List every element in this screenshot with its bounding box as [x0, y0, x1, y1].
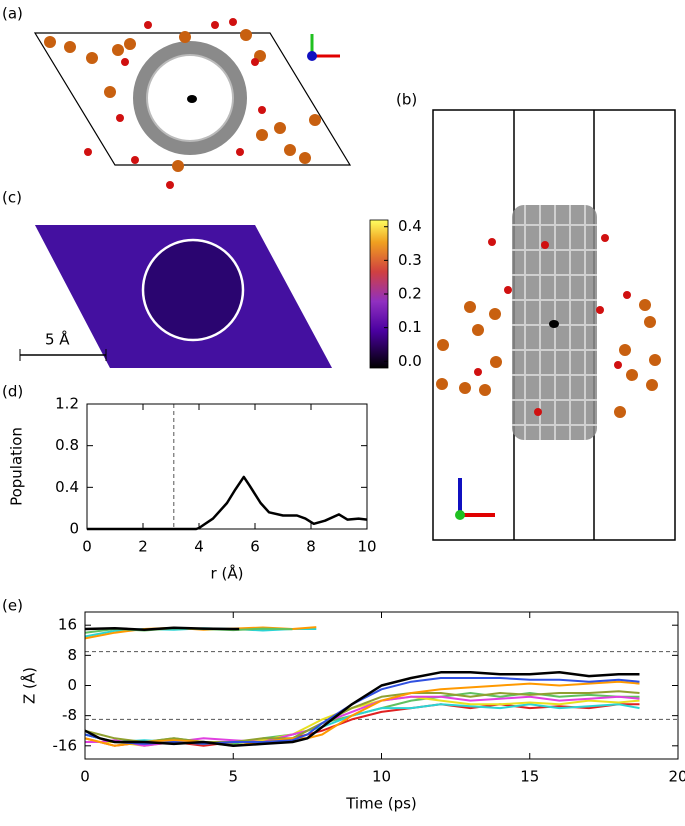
colorbar-tick-label: 0.0	[398, 352, 422, 370]
panel-label: (e)	[2, 597, 23, 615]
x-tick-label: 10	[372, 768, 391, 786]
y-tick-label: -8	[62, 706, 77, 724]
y-tick-label: 0	[67, 676, 77, 694]
panel-label: (a)	[2, 5, 23, 23]
data-line	[87, 475, 368, 531]
x-tick-label: 4	[194, 538, 204, 556]
x-axis-label: r (Å)	[211, 564, 244, 583]
y-tick-label: 1.2	[55, 395, 79, 413]
y-tick-label: 8	[67, 646, 77, 664]
x-tick-label: 10	[357, 538, 376, 556]
heatmap	[35, 225, 332, 368]
data-line	[84, 680, 640, 747]
data-line	[84, 671, 640, 748]
x-tick-label: 5	[228, 768, 238, 786]
plot-frame	[84, 611, 679, 760]
plot-frame	[86, 403, 368, 530]
molecule-side-view	[432, 109, 676, 541]
data-line	[84, 626, 240, 631]
y-tick-label: 0.4	[55, 478, 79, 496]
x-axis-label: Time (ps)	[345, 795, 417, 813]
y-axis-label: Z (Å)	[20, 667, 39, 704]
y-tick-label: 0.8	[55, 436, 79, 454]
y-tick-label: -16	[53, 736, 78, 754]
x-tick-label: 6	[250, 538, 260, 556]
panel-label: (d)	[2, 383, 23, 401]
panel-label: (c)	[2, 189, 22, 207]
y-tick-label: 16	[58, 616, 77, 634]
x-tick-label: 0	[80, 768, 90, 786]
x-tick-label: 8	[306, 538, 316, 556]
scale-label: 5 Å	[45, 330, 70, 349]
colorbar-tick-label: 0.4	[398, 217, 422, 235]
x-tick-label: 20	[668, 768, 685, 786]
panel-label: (b)	[396, 91, 417, 109]
colorbar-tick-label: 0.2	[398, 285, 422, 303]
y-axis-label: Population	[8, 427, 26, 506]
colorbar-tick-label: 0.1	[398, 318, 422, 336]
x-tick-label: 15	[520, 768, 539, 786]
colorbar-tick-label: 0.3	[398, 251, 422, 269]
molecule-top-view	[33, 18, 352, 189]
y-tick-label: 0	[69, 520, 79, 538]
x-tick-label: 0	[82, 538, 92, 556]
x-tick-label: 2	[138, 538, 148, 556]
